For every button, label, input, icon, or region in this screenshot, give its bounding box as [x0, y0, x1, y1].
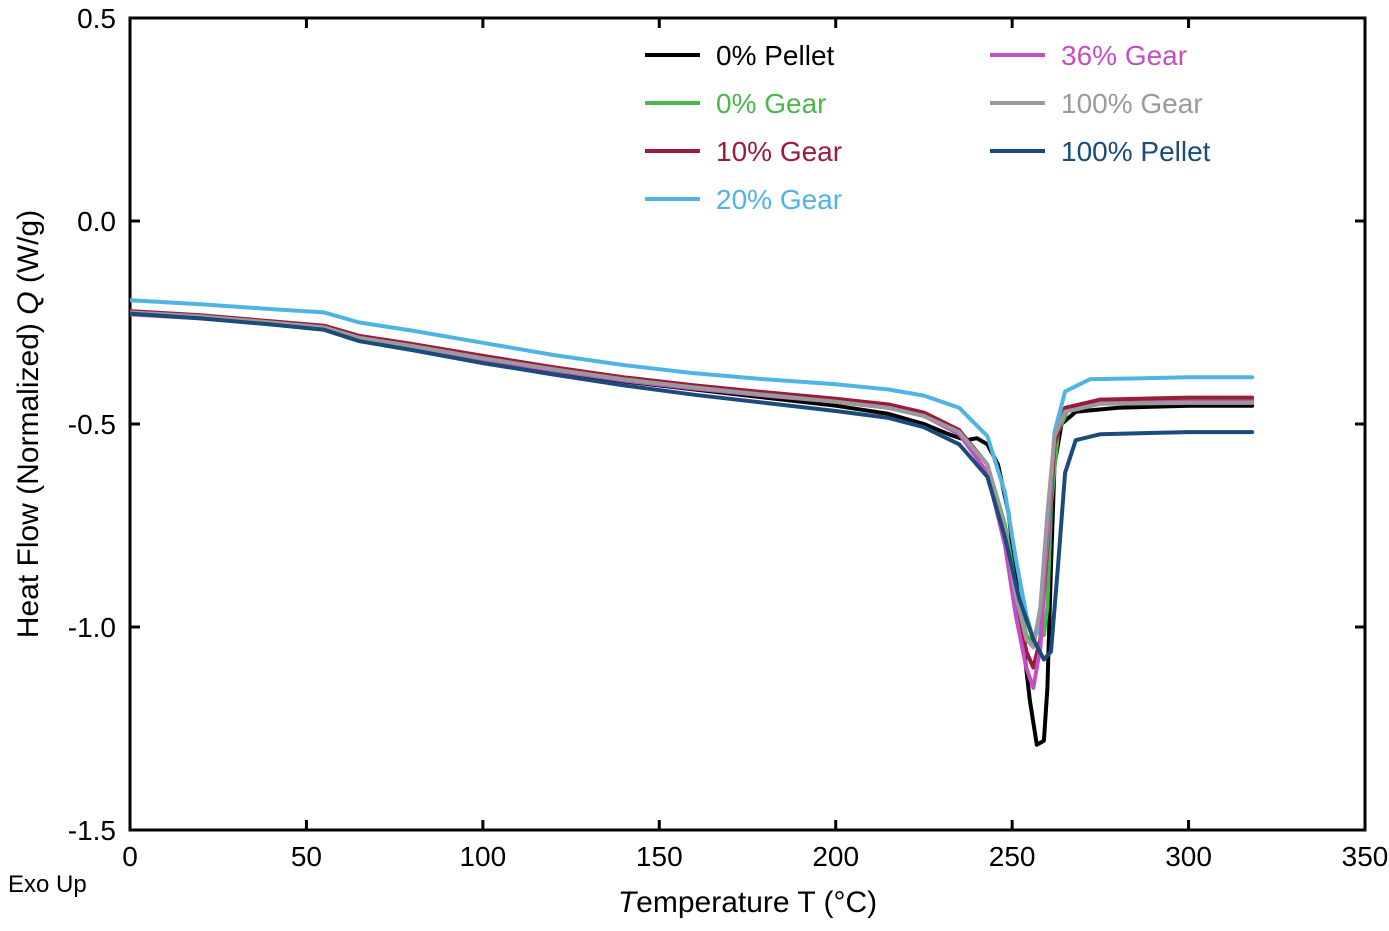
x-tick-label: 50 [291, 841, 322, 872]
y-tick-label: -1.0 [68, 612, 116, 643]
chart-svg: 0 50 100 150 200 250 300 350 -1.5 -1.0 -0.5 0.0 0.5 T… [0, 0, 1389, 931]
x-axis-label: Temperature T (°C) [618, 886, 877, 919]
legend-label: 0% Gear [716, 88, 827, 119]
legend-label: 100% Gear [1061, 88, 1203, 119]
y-axis-label: Heat Flow (Normalized) Q (W/g) [12, 210, 45, 638]
x-tick-label: 200 [812, 841, 859, 872]
dsc-chart: 0 50 100 150 200 250 300 350 -1.5 -1.0 -0.5 0.0 0.5 T… [0, 0, 1389, 931]
x-tick-label: 300 [1165, 841, 1212, 872]
legend-label: 10% Gear [716, 136, 842, 167]
legend-label: 36% Gear [1061, 40, 1187, 71]
x-tick-label: 0 [122, 841, 138, 872]
legend-label: 100% Pellet [1061, 136, 1211, 167]
legend-label: 0% Pellet [716, 40, 835, 71]
x-tick-label: 250 [989, 841, 1036, 872]
y-tick-label: 0.0 [77, 206, 116, 237]
x-tick-label: 100 [459, 841, 506, 872]
exo-up-label: Exo Up [8, 871, 87, 898]
x-tick-label: 150 [636, 841, 683, 872]
x-tick-label: 350 [1342, 841, 1389, 872]
legend-label: 20% Gear [716, 184, 842, 215]
y-tick-label: -0.5 [68, 409, 116, 440]
y-tick-label: 0.5 [77, 3, 116, 34]
y-tick-label: -1.5 [68, 815, 116, 846]
